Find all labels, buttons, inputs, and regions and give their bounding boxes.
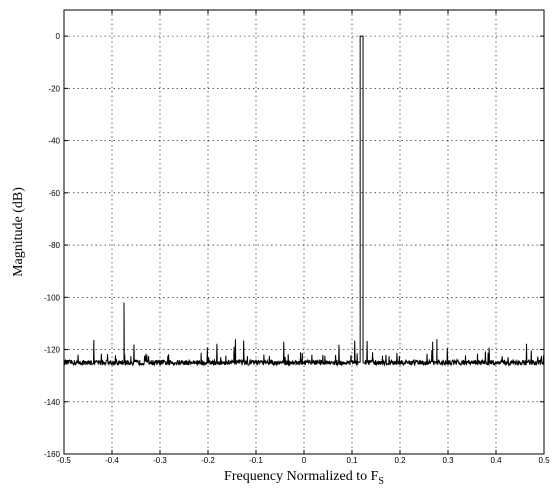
x-tick-label: -0.2 [201,456,215,465]
y-tick-label: -140 [44,398,61,407]
x-tick-label: -0.4 [105,456,119,465]
spectrum-trace [63,35,545,367]
y-tick-label: 0 [56,32,61,41]
x-tick-label: -0.1 [249,456,263,465]
x-axis-ticks: -0.5 -0.4 -0.3 -0.2 -0.1 0 0.1 0.2 0.3 0.4 0.5 [57,10,550,465]
y-axis-ticks: 0 -20 -40 -60 -80 -100 -120 -140 -160 [44,32,544,459]
y-tick-label: -100 [44,293,61,302]
x-tick-label: -0.5 [57,456,71,465]
x-axis-label: Frequency Normalized to FS [224,469,384,487]
y-tick-label: -80 [48,241,60,250]
noise-floor-right [362,339,545,367]
x-tick-label: 0.4 [490,456,502,465]
y-tick-label: -40 [48,137,60,146]
carrier-peak [359,35,364,363]
y-axis-label: Magnitude (dB) [11,187,26,277]
y-tick-label: -20 [48,84,60,93]
grid-lines [64,10,544,454]
y-tick-label: -60 [48,189,60,198]
noise-floor-left [63,302,361,367]
x-tick-label: -0.3 [153,456,167,465]
x-tick-label: 0.2 [394,456,406,465]
y-tick-label: -160 [44,450,61,459]
x-tick-label: 0.3 [442,456,454,465]
x-tick-label: 0.5 [538,456,550,465]
y-tick-label: -120 [44,346,61,355]
x-tick-label: 0.1 [346,456,358,465]
x-tick-label: 0 [302,456,307,465]
